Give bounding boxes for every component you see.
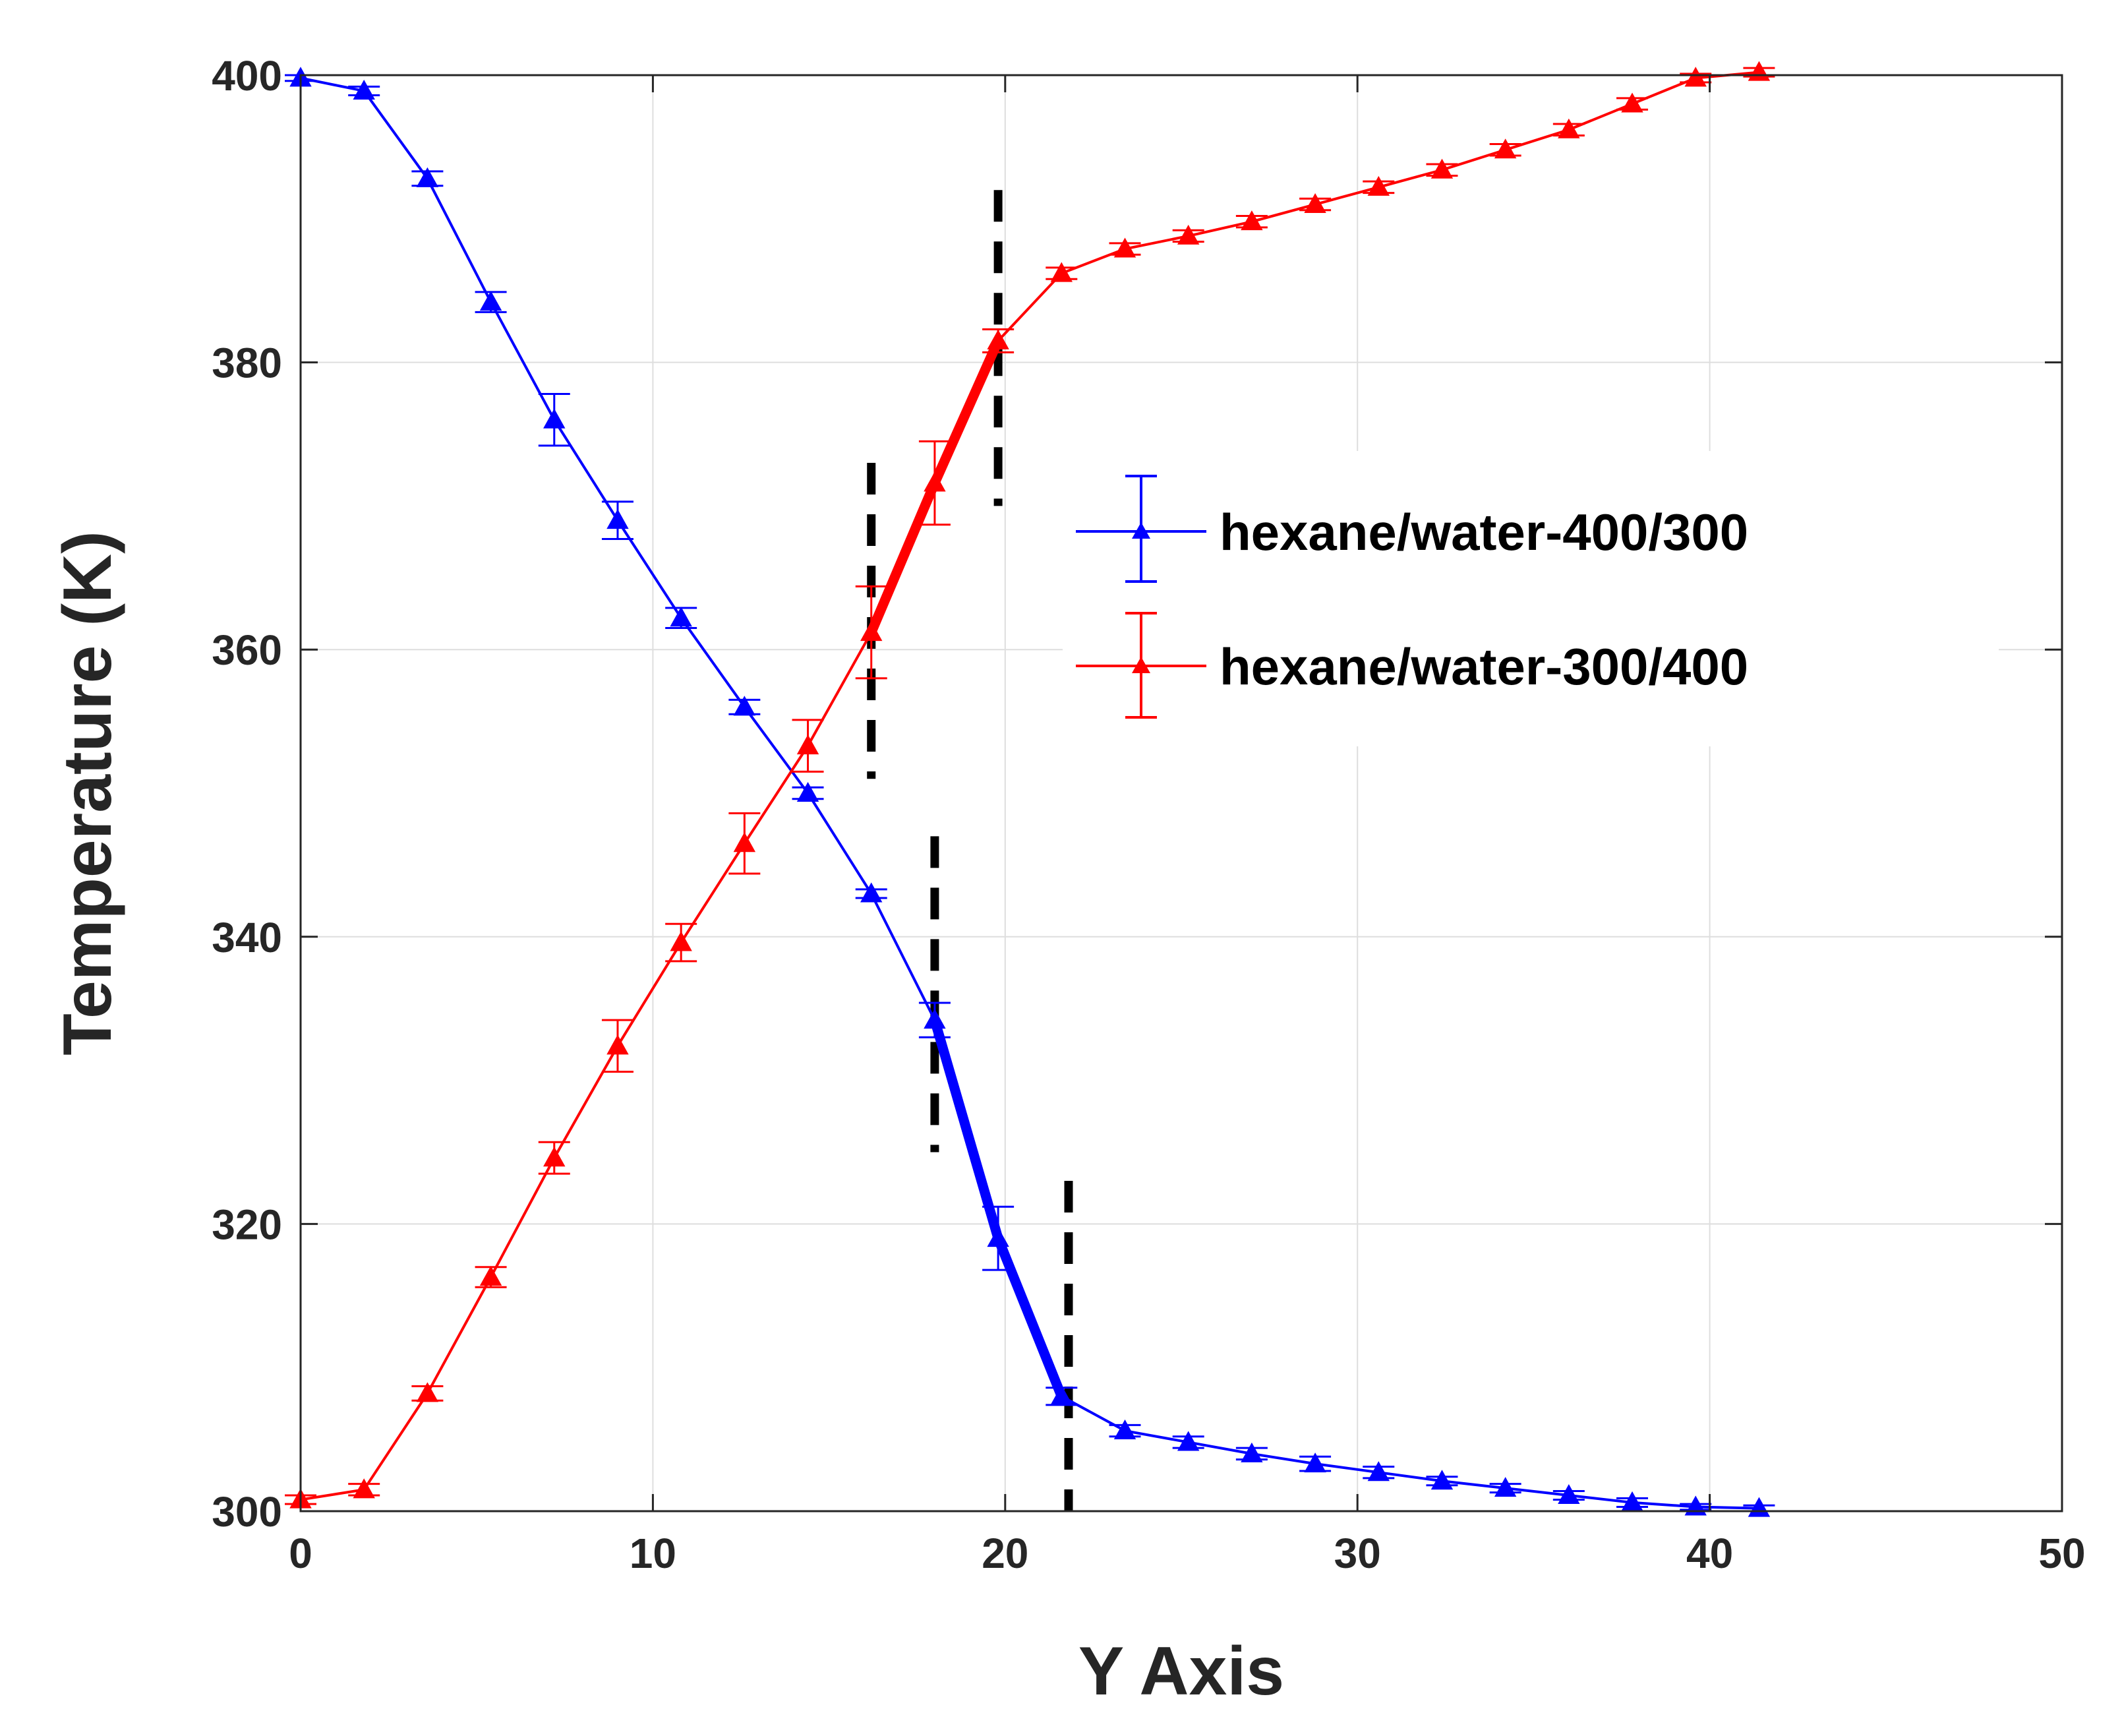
x-axis-title: Y Axis <box>1078 1633 1284 1710</box>
x-tick-label: 40 <box>1686 1530 1733 1577</box>
x-tick-label: 0 <box>289 1530 312 1577</box>
data-point <box>1367 1461 1390 1482</box>
legend-entry-2: hexane/water-300/400 <box>1076 612 1748 719</box>
x-tick-label: 10 <box>630 1530 676 1577</box>
y-axis-title: Temperature (K) <box>49 531 126 1056</box>
x-tick-label: 20 <box>982 1530 1028 1577</box>
data-point <box>733 832 756 853</box>
data-point <box>1558 1483 1580 1505</box>
data-point <box>924 471 946 492</box>
data-point <box>1050 262 1073 282</box>
data-point <box>670 607 692 627</box>
series-line <box>300 71 1759 1501</box>
data-point <box>1177 224 1200 245</box>
data-point <box>1430 1470 1454 1490</box>
data-point <box>479 1265 502 1286</box>
data-point <box>543 408 566 429</box>
data-point <box>860 882 883 903</box>
data-point <box>416 167 439 187</box>
data-point <box>1430 158 1454 179</box>
legend: hexane/water-400/300 hexane/water-300/40… <box>1063 451 1999 746</box>
legend-swatch-marker <box>1132 522 1150 539</box>
series-2 <box>285 61 1775 1509</box>
data-point <box>543 1147 566 1167</box>
series-1 <box>285 67 1775 1517</box>
series-layer <box>285 61 1775 1517</box>
legend-label: hexane/water-400/300 <box>1220 503 1748 561</box>
data-point <box>1494 138 1517 159</box>
data-point <box>353 1478 375 1499</box>
axis-ticks: 0 10 20 30 40 50 300 320 340 360 380 400 <box>212 52 2085 1577</box>
data-point <box>924 1009 946 1029</box>
data-point <box>1304 193 1326 214</box>
data-point <box>796 734 819 755</box>
legend-swatch-marker <box>1132 657 1150 673</box>
data-point <box>1684 67 1707 87</box>
legend-entry-1: hexane/water-400/300 <box>1076 475 1748 583</box>
plot-area <box>301 75 2062 1511</box>
legend-label: hexane/water-300/400 <box>1220 638 1748 696</box>
data-point <box>353 79 375 100</box>
x-tick-label: 50 <box>2038 1530 2085 1577</box>
data-point <box>1494 1477 1517 1497</box>
data-point <box>796 781 819 802</box>
data-point <box>1241 210 1263 231</box>
data-point <box>1050 1385 1073 1405</box>
data-point <box>606 1034 629 1055</box>
data-point <box>1177 1431 1200 1451</box>
data-point <box>1304 1452 1326 1473</box>
legend-box <box>1063 451 1999 746</box>
data-point <box>1367 175 1390 196</box>
y-tick-label: 380 <box>212 340 282 387</box>
data-point <box>1113 237 1136 258</box>
y-tick-label: 360 <box>212 626 282 674</box>
y-tick-label: 300 <box>212 1488 282 1536</box>
x-tick-label: 30 <box>1334 1530 1381 1577</box>
data-point <box>479 291 502 311</box>
y-tick-label: 340 <box>212 914 282 961</box>
data-point <box>606 509 629 529</box>
data-point <box>733 696 756 716</box>
data-point <box>860 621 883 642</box>
data-point <box>1558 118 1580 138</box>
data-point <box>1113 1419 1136 1440</box>
plot-frame <box>299 74 2063 1512</box>
data-point <box>1241 1442 1263 1462</box>
data-point <box>987 329 1009 349</box>
y-tick-label: 400 <box>212 52 282 100</box>
data-point <box>987 1227 1009 1247</box>
data-point <box>670 931 692 951</box>
data-point <box>416 1382 439 1402</box>
data-point <box>1621 92 1643 113</box>
y-tick-label: 320 <box>212 1201 282 1248</box>
